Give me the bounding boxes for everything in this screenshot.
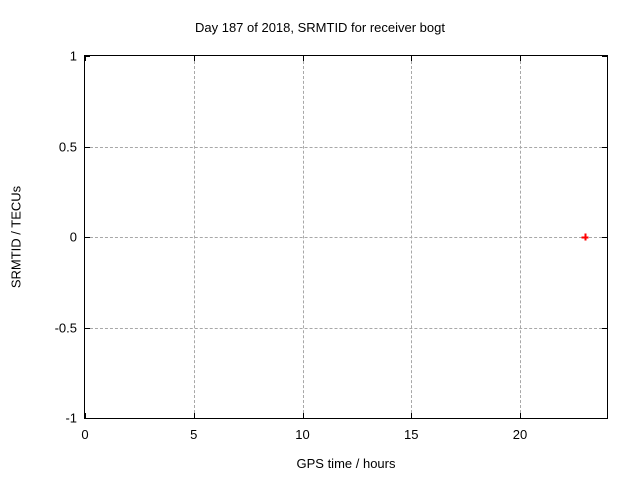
- x-tick-label: 20: [512, 427, 528, 442]
- y-tick-mark: [85, 418, 90, 419]
- chart-title: Day 187 of 2018, SRMTID for receiver bog…: [194, 20, 445, 35]
- x-tick-label: 0: [81, 427, 89, 442]
- data-point-marker: [581, 233, 589, 241]
- x-tick-mark-mirror: [193, 56, 195, 61]
- y-tick-mark-mirror: [602, 146, 607, 148]
- y-tick-label: -0.5: [54, 320, 77, 335]
- marker-vertical-bar: [584, 233, 587, 241]
- x-tick-label: 15: [404, 427, 419, 442]
- y-tick-mark-mirror: [602, 418, 607, 419]
- x-tick-mark-mirror: [302, 56, 304, 61]
- y-tick-mark: [85, 146, 90, 148]
- x-tick-mark: [193, 413, 195, 418]
- x-tick-mark-mirror: [520, 56, 521, 61]
- y-tick-mark-mirror: [602, 237, 607, 238]
- x-tick-mark: [411, 413, 413, 418]
- x-tick-mark: [302, 413, 304, 418]
- y-tick-label: 0: [69, 229, 77, 245]
- x-tick-mark: [520, 413, 521, 418]
- plot-area: 0 5 10 15 20 -1 -0.5 0 0.5 1: [55, 49, 608, 442]
- y-tick-label: 1: [69, 48, 77, 64]
- y-tick-mark-mirror: [602, 56, 607, 57]
- x-axis-label: GPS time / hours: [296, 456, 396, 471]
- y-gridline: [85, 327, 607, 329]
- y-tick-label: -1: [65, 410, 77, 426]
- y-gridline: [85, 146, 607, 148]
- y-tick-mark: [85, 327, 90, 329]
- x-tick-mark-mirror: [411, 56, 413, 61]
- y-tick-label: 0.5: [58, 139, 77, 154]
- x-tick-mark: [85, 413, 86, 418]
- y-tick-mark: [85, 237, 90, 238]
- y-axis-label: SRMTID / TECUs: [8, 185, 24, 289]
- y-gridline: [85, 237, 607, 238]
- y-tick-mark: [85, 56, 90, 57]
- x-tick-label: 5: [190, 427, 198, 442]
- y-tick-mark-mirror: [602, 327, 607, 329]
- x-tick-mark-mirror: [85, 56, 86, 61]
- x-tick-label: 10: [295, 427, 310, 442]
